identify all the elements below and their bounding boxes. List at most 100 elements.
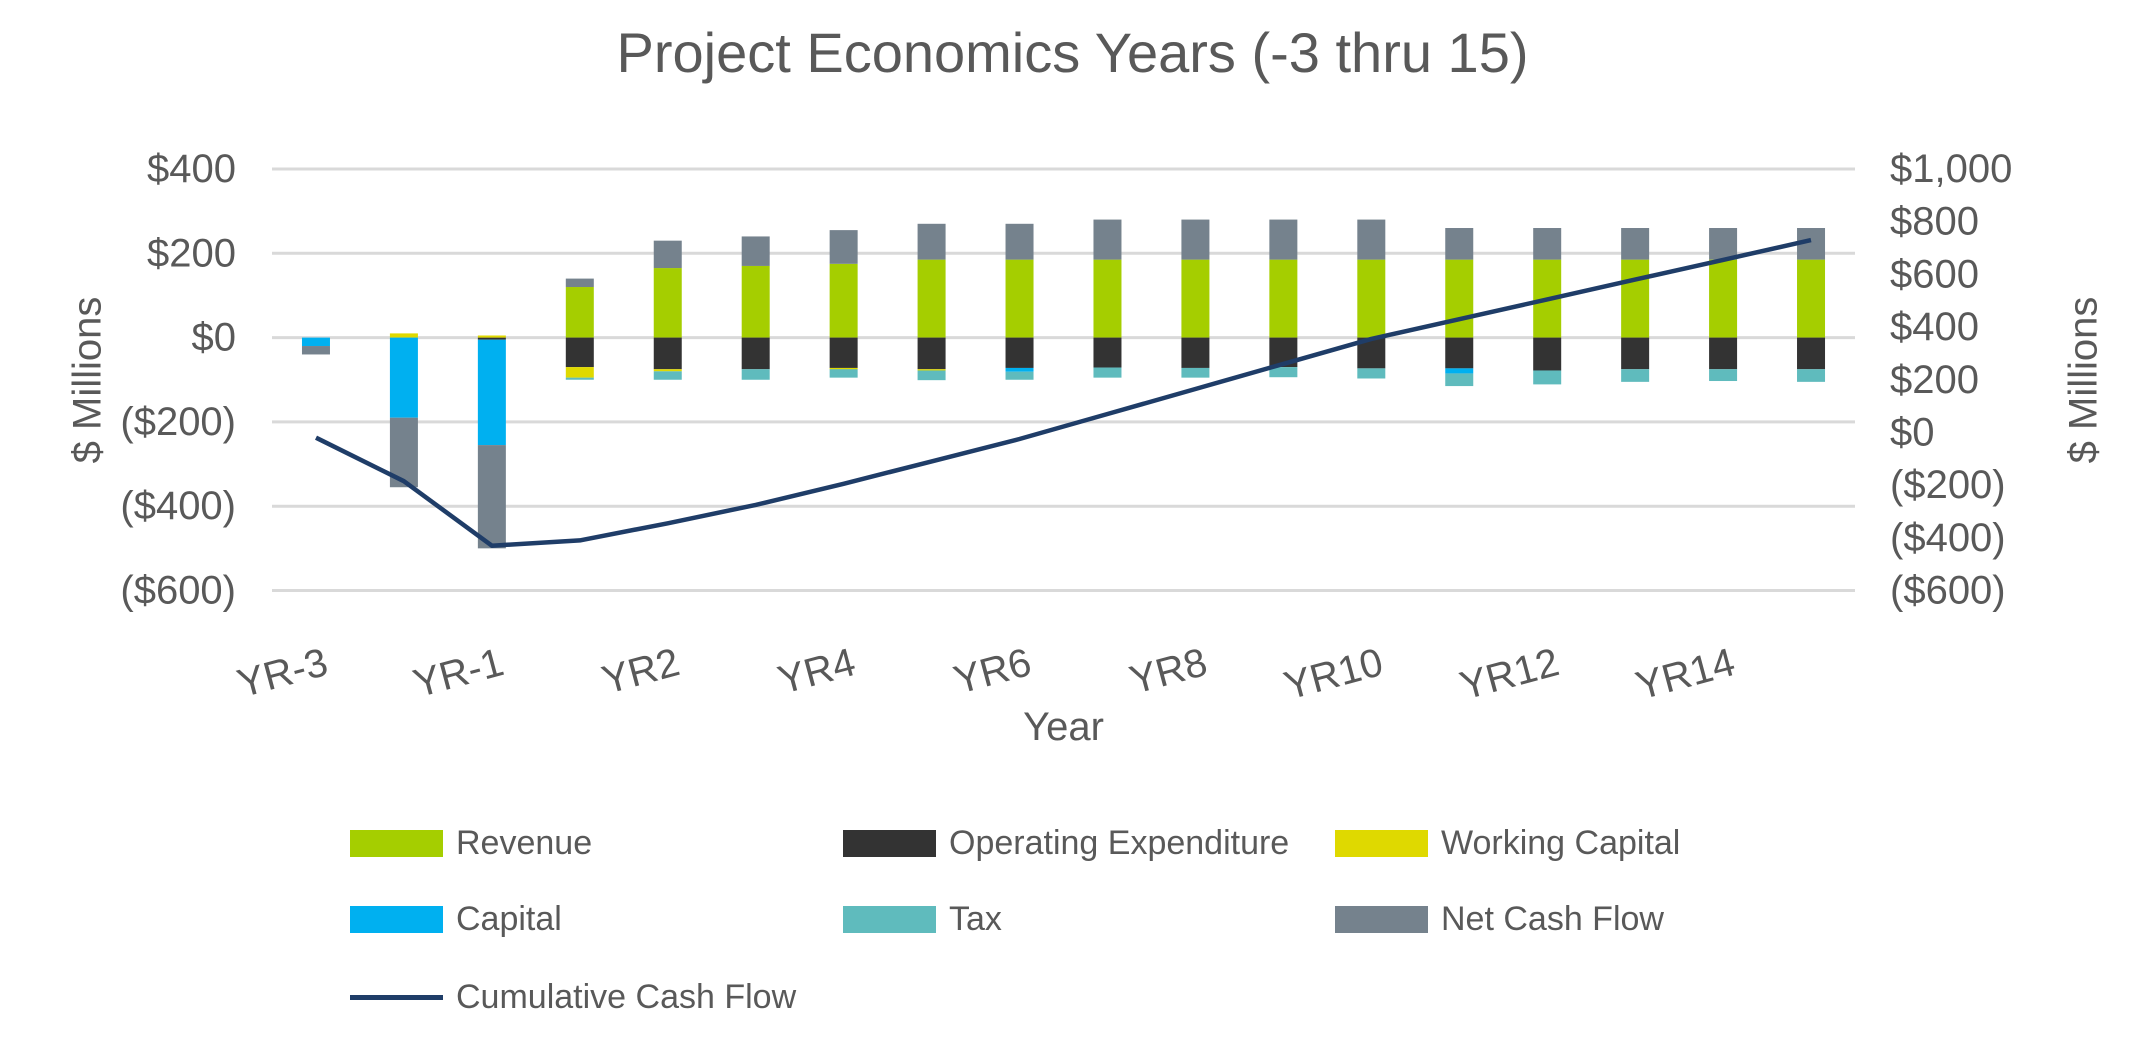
legend-item-operating-expenditure: Operating Expenditure [843, 824, 1289, 863]
bar-segment-working-capital [389, 333, 418, 338]
x-axis-tick-label: YR4 [773, 640, 860, 703]
bar-segment-operating-expenditure [477, 337, 506, 340]
x-axis-tick-label: YR12 [1455, 640, 1563, 708]
bar-segment-operating-expenditure [741, 337, 770, 370]
bar-segment-revenue [1269, 259, 1298, 338]
bar-segment-tax [1445, 373, 1474, 387]
bar-segment-tax [1709, 369, 1738, 382]
bar-segment-operating-expenditure [917, 337, 946, 370]
bar-segment-capital [389, 337, 418, 418]
legend-label: Cumulative Cash Flow [456, 978, 797, 1016]
bar-segment-tax [1181, 367, 1210, 378]
bar-segment-tax [1357, 368, 1386, 379]
legend-item-capital: Capital [350, 900, 562, 939]
bar-segment-revenue [1621, 259, 1650, 338]
legend-label: Operating Expenditure [949, 824, 1290, 862]
x-axis-tick-label: YR8 [1125, 640, 1212, 703]
bar-segment-net-cash-flow [1181, 219, 1210, 260]
legend-label: Net Cash Flow [1441, 900, 1664, 938]
bar-segment-net-cash-flow [1621, 228, 1650, 260]
bar-segment-capital [477, 339, 506, 446]
legend-item-revenue: Revenue [350, 824, 592, 863]
bar-segment-net-cash-flow [917, 223, 946, 260]
right-axis-tick-label: $200 [1890, 358, 1979, 402]
right-axis-tick-label: $600 [1890, 252, 1979, 296]
bar-segment-working-capital [565, 367, 594, 378]
bar-segment-tax [917, 370, 946, 381]
right-axis-tick-label: ($600) [1890, 569, 2006, 613]
bar-segment-net-cash-flow [741, 236, 770, 266]
bar-segment-revenue [1797, 259, 1826, 338]
bar-segment-net-cash-flow [477, 445, 506, 549]
bar-segment-revenue [1445, 259, 1474, 338]
legend-line-swatch [350, 995, 443, 1000]
right-axis-tick-label: ($400) [1890, 516, 2006, 560]
left-axis-tick-label: ($200) [120, 400, 236, 444]
bar-segment-operating-expenditure [1621, 337, 1650, 370]
bar-segment-operating-expenditure [653, 337, 682, 370]
bar-segment-capital [301, 337, 330, 347]
bar-segment-operating-expenditure [1093, 337, 1122, 368]
bar-segment-revenue [917, 259, 946, 338]
bar-segment-revenue [1093, 259, 1122, 338]
x-axis-title: Year [1023, 705, 1104, 749]
left-axis-tick-label: $0 [192, 316, 237, 360]
left-axis-tick-label: ($400) [120, 484, 236, 528]
right-axis-tick-label: $800 [1890, 200, 1979, 244]
bar-segment-revenue [1181, 259, 1210, 338]
bar-segment-net-cash-flow [1093, 219, 1122, 260]
bar-segment-tax [1269, 367, 1298, 378]
bar-segment-working-capital [829, 367, 858, 370]
left-axis-tick-label: $400 [147, 147, 236, 191]
bar-segment-working-capital [653, 369, 682, 372]
legend-color-swatch [843, 830, 936, 857]
bar-segment-net-cash-flow [1269, 219, 1298, 260]
bar-segment-capital [1005, 367, 1034, 372]
bar-segment-tax [1005, 371, 1034, 380]
bar-segment-tax [565, 377, 594, 380]
legend-color-swatch [1335, 906, 1428, 933]
bar-segment-net-cash-flow [653, 240, 682, 269]
chart-title: Project Economics Years (-3 thru 15) [616, 21, 1529, 84]
bar-segment-net-cash-flow [1357, 219, 1386, 260]
x-axis-tick-label: YR6 [949, 640, 1036, 703]
bar-segment-net-cash-flow [1005, 223, 1034, 260]
legend-label: Tax [949, 900, 1002, 938]
right-axis-tick-label: $400 [1890, 305, 1979, 349]
bar-segment-revenue [1357, 259, 1386, 338]
bar-segment-operating-expenditure [1709, 337, 1738, 370]
bar-segment-working-capital [477, 335, 506, 338]
bar-segment-operating-expenditure [565, 337, 594, 368]
left-axis-tick-label: ($600) [120, 569, 236, 613]
x-axis-tick-label: YR10 [1280, 640, 1388, 708]
bar-segment-tax [1621, 369, 1650, 382]
bar-segment-operating-expenditure [1533, 337, 1562, 371]
legend-color-swatch [350, 830, 443, 857]
bar-segment-net-cash-flow [829, 230, 858, 264]
bar-segment-tax [1797, 369, 1826, 382]
bar-segment-revenue [565, 287, 594, 338]
x-axis-tick-label: YR14 [1631, 640, 1739, 708]
cumulative-cash-flow-line [315, 237, 1812, 548]
legend-item-tax: Tax [843, 900, 1002, 939]
legend-item-working-capital: Working Capital [1335, 824, 1680, 863]
bar-segment-revenue [1709, 259, 1738, 338]
bar-segment-net-cash-flow [1445, 228, 1474, 260]
bar-segment-operating-expenditure [829, 337, 858, 368]
right-axis-tick-label: $0 [1890, 410, 1935, 454]
bar-segment-tax [1093, 367, 1122, 378]
x-axis-tick-label: YR-1 [409, 640, 508, 706]
legend-label: Revenue [456, 824, 593, 862]
bar-segment-tax [741, 369, 770, 380]
bar-segment-tax [1533, 370, 1562, 385]
bar-segment-operating-expenditure [1797, 337, 1826, 370]
bar-segment-net-cash-flow [301, 346, 330, 355]
bar-segment-net-cash-flow [565, 278, 594, 288]
bar-segment-revenue [829, 263, 858, 338]
legend-item-cumulative-cash-flow: Cumulative Cash Flow [350, 978, 796, 1017]
bar-segment-revenue [741, 265, 770, 338]
bar-segment-net-cash-flow [1533, 228, 1562, 260]
bar-segment-net-cash-flow [1709, 228, 1738, 260]
